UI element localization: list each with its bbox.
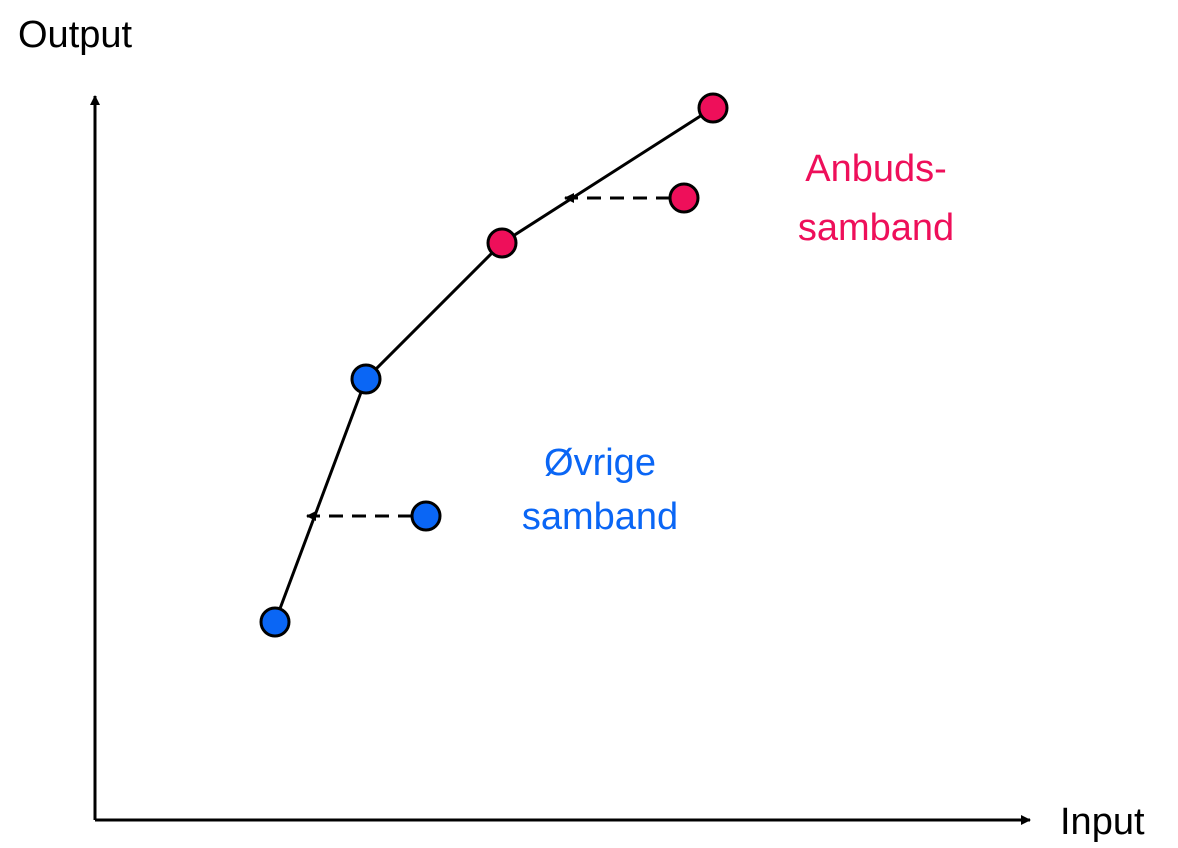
- point: [410, 500, 442, 532]
- point: [697, 92, 729, 124]
- point: [350, 363, 382, 395]
- point: [259, 606, 291, 638]
- x-axis-label: Input: [1060, 801, 1145, 843]
- group-label: Anbuds-: [805, 148, 947, 190]
- group-label: samband: [522, 496, 678, 538]
- point: [668, 182, 700, 214]
- frontier-line: [273, 106, 714, 623]
- point: [486, 227, 518, 259]
- group-label: Øvrige: [544, 442, 656, 484]
- y-axis-label: Output: [18, 14, 133, 56]
- group-label: samband: [798, 207, 954, 249]
